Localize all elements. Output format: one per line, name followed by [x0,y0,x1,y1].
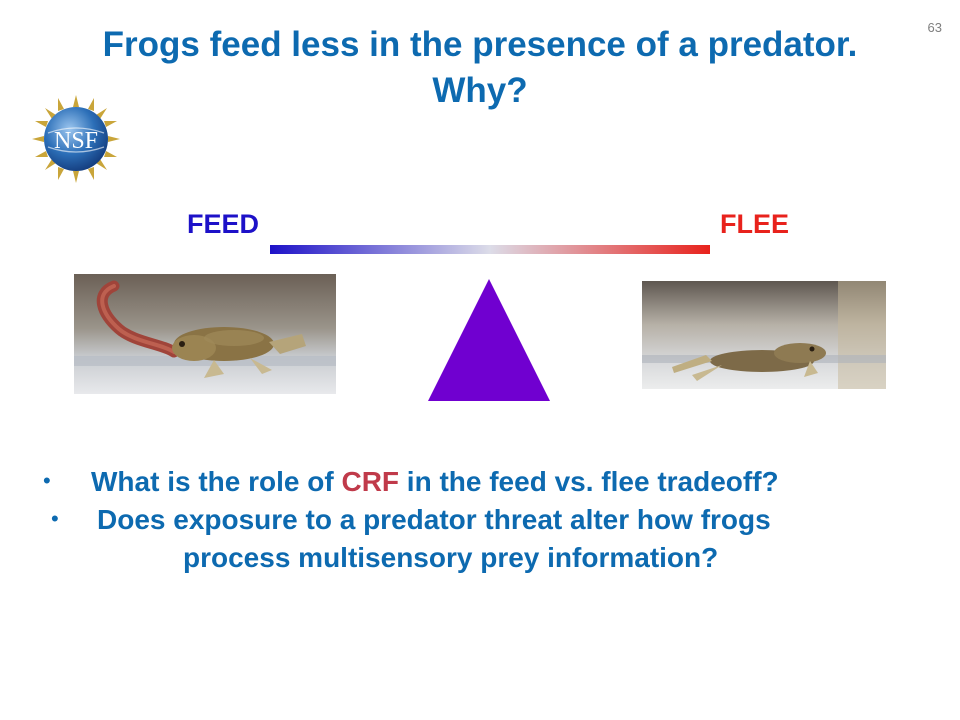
slide-number: 63 [927,20,942,35]
balance-beam [270,245,710,254]
slide-title: Frogs feed less in the presence of a pre… [0,22,960,114]
bullet-text-1-before: What is the role of [91,466,342,497]
bullet-item-predator-exposure-cont: process multisensory prey information? [0,542,960,580]
logo-text: NSF [54,128,98,154]
bullet-text-1: What is the role of CRF in the feed vs. … [91,466,779,498]
crf-highlight: CRF [341,466,400,497]
title-line-2: Why? [432,71,528,110]
bullet-text-2-line-1: Does exposure to a predator threat alter… [97,504,771,535]
nsf-logo: NSF [32,95,120,183]
bullet-dot: • [43,468,51,493]
bullet-list: • What is the role of CRF in the feed vs… [0,466,960,580]
bullet-dot: • [51,506,59,531]
frog-feeding-photo [74,274,336,394]
fulcrum-triangle [428,279,550,401]
frog-fleeing-photo [642,281,886,389]
feed-label: FEED [187,209,260,239]
bullet-text-1-after: in the feed vs. flee tradeoff? [399,466,779,497]
bullet-item-crf-role: • What is the role of CRF in the feed vs… [0,466,960,504]
title-line-1: Frogs feed less in the presence of a pre… [102,25,858,64]
flee-label: FLEE [720,209,790,239]
bullet-item-predator-exposure: • Does exposure to a predator threat alt… [0,504,960,542]
bullet-text-2-line-2: process multisensory prey information? [183,542,719,573]
